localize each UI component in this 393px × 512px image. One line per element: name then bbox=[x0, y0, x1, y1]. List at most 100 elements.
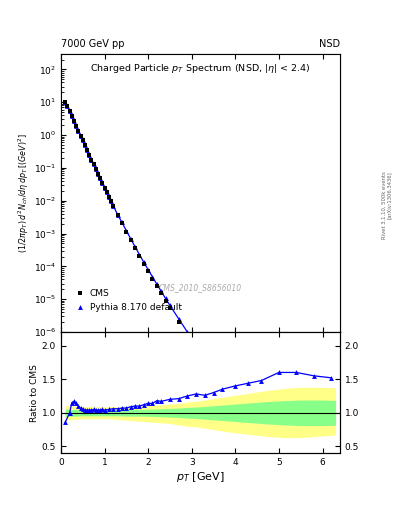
Pythia 8.170 default bbox=[233, 395, 238, 401]
Legend: CMS, Pythia 8.170 default: CMS, Pythia 8.170 default bbox=[71, 288, 184, 314]
Y-axis label: $(1/2\pi p_T)\,d^2N_{ch}/d\eta\,dp_T\,[(GeV)^2]$: $(1/2\pi p_T)\,d^2N_{ch}/d\eta\,dp_T\,[(… bbox=[17, 133, 31, 253]
CMS bbox=[74, 123, 79, 129]
CMS bbox=[311, 488, 316, 495]
X-axis label: $p_T$ [GeV]: $p_T$ [GeV] bbox=[176, 470, 225, 484]
CMS bbox=[146, 268, 151, 274]
CMS bbox=[137, 253, 142, 259]
CMS bbox=[163, 297, 168, 304]
CMS bbox=[78, 133, 83, 139]
CMS bbox=[111, 203, 116, 209]
CMS bbox=[246, 415, 251, 421]
CMS bbox=[194, 345, 198, 351]
CMS bbox=[202, 357, 207, 363]
CMS bbox=[211, 370, 216, 376]
Pythia 8.170 default bbox=[194, 342, 198, 348]
CMS bbox=[102, 185, 107, 191]
Pythia 8.170 default bbox=[70, 113, 74, 119]
Text: 7000 GeV pp: 7000 GeV pp bbox=[61, 38, 125, 49]
Pythia 8.170 default bbox=[329, 499, 334, 505]
Pythia 8.170 default bbox=[259, 425, 264, 431]
Pythia 8.170 default bbox=[311, 482, 316, 488]
CMS bbox=[67, 108, 72, 114]
Pythia 8.170 default bbox=[72, 118, 76, 124]
CMS bbox=[63, 99, 68, 105]
Pythia 8.170 default bbox=[63, 99, 68, 105]
CMS bbox=[100, 180, 105, 186]
CMS bbox=[80, 137, 85, 143]
CMS bbox=[176, 318, 181, 325]
Pythia 8.170 default bbox=[78, 133, 83, 139]
Pythia 8.170 default bbox=[89, 157, 94, 163]
CMS bbox=[329, 506, 334, 512]
CMS bbox=[95, 171, 100, 177]
Pythia 8.170 default bbox=[98, 175, 103, 181]
CMS bbox=[133, 245, 138, 251]
CMS bbox=[159, 290, 163, 296]
Pythia 8.170 default bbox=[109, 198, 114, 204]
CMS bbox=[220, 381, 224, 388]
CMS bbox=[119, 220, 124, 226]
Text: Rivet 3.1.10, 500k events
[arXiv:1306.3436]: Rivet 3.1.10, 500k events [arXiv:1306.34… bbox=[382, 171, 392, 239]
CMS bbox=[94, 166, 98, 172]
CMS bbox=[65, 103, 70, 110]
Pythia 8.170 default bbox=[87, 152, 92, 158]
CMS bbox=[70, 113, 74, 119]
Pythia 8.170 default bbox=[294, 464, 299, 470]
Pythia 8.170 default bbox=[220, 378, 224, 385]
CMS bbox=[109, 198, 114, 204]
Pythia 8.170 default bbox=[185, 329, 190, 335]
CMS bbox=[167, 305, 172, 311]
Pythia 8.170 default bbox=[163, 295, 168, 302]
Pythia 8.170 default bbox=[202, 354, 207, 360]
Pythia 8.170 default bbox=[137, 251, 142, 258]
Pythia 8.170 default bbox=[67, 108, 72, 114]
Pythia 8.170 default bbox=[167, 303, 172, 309]
Pythia 8.170 default bbox=[115, 211, 120, 218]
CMS bbox=[83, 142, 87, 148]
Pythia 8.170 default bbox=[154, 281, 159, 287]
Pythia 8.170 default bbox=[277, 445, 281, 451]
CMS bbox=[85, 147, 90, 153]
Pythia 8.170 default bbox=[246, 410, 251, 416]
CMS bbox=[115, 211, 120, 218]
Line: CMS: CMS bbox=[63, 99, 334, 512]
CMS bbox=[259, 430, 264, 436]
Pythia 8.170 default bbox=[107, 194, 111, 200]
CMS bbox=[141, 261, 146, 267]
CMS bbox=[233, 399, 238, 405]
Pythia 8.170 default bbox=[111, 203, 116, 209]
Pythia 8.170 default bbox=[211, 366, 216, 372]
Text: NSD: NSD bbox=[319, 38, 340, 49]
Pythia 8.170 default bbox=[65, 103, 70, 110]
CMS bbox=[104, 189, 109, 196]
CMS bbox=[294, 470, 299, 476]
CMS bbox=[87, 152, 92, 158]
Pythia 8.170 default bbox=[80, 137, 85, 143]
CMS bbox=[277, 451, 281, 457]
CMS bbox=[107, 194, 111, 200]
Pythia 8.170 default bbox=[74, 123, 79, 129]
CMS bbox=[89, 157, 94, 163]
Pythia 8.170 default bbox=[94, 166, 98, 172]
Pythia 8.170 default bbox=[159, 288, 163, 294]
Pythia 8.170 default bbox=[91, 161, 96, 167]
Pythia 8.170 default bbox=[76, 127, 81, 134]
Pythia 8.170 default bbox=[100, 180, 105, 186]
Pythia 8.170 default bbox=[146, 267, 151, 273]
Pythia 8.170 default bbox=[176, 316, 181, 322]
Pythia 8.170 default bbox=[95, 171, 100, 177]
CMS bbox=[128, 237, 133, 243]
Y-axis label: Ratio to CMS: Ratio to CMS bbox=[30, 364, 39, 421]
Pythia 8.170 default bbox=[141, 259, 146, 265]
Pythia 8.170 default bbox=[150, 274, 155, 280]
Pythia 8.170 default bbox=[104, 189, 109, 196]
CMS bbox=[72, 118, 76, 124]
Pythia 8.170 default bbox=[124, 228, 129, 234]
Pythia 8.170 default bbox=[133, 244, 138, 250]
CMS bbox=[185, 332, 190, 338]
CMS bbox=[76, 127, 81, 134]
CMS bbox=[124, 228, 129, 234]
Text: Charged Particle $p_T$ Spectrum (NSD, $|\eta|$ < 2.4): Charged Particle $p_T$ Spectrum (NSD, $|… bbox=[90, 62, 311, 75]
CMS bbox=[150, 276, 155, 282]
Pythia 8.170 default bbox=[85, 147, 90, 153]
